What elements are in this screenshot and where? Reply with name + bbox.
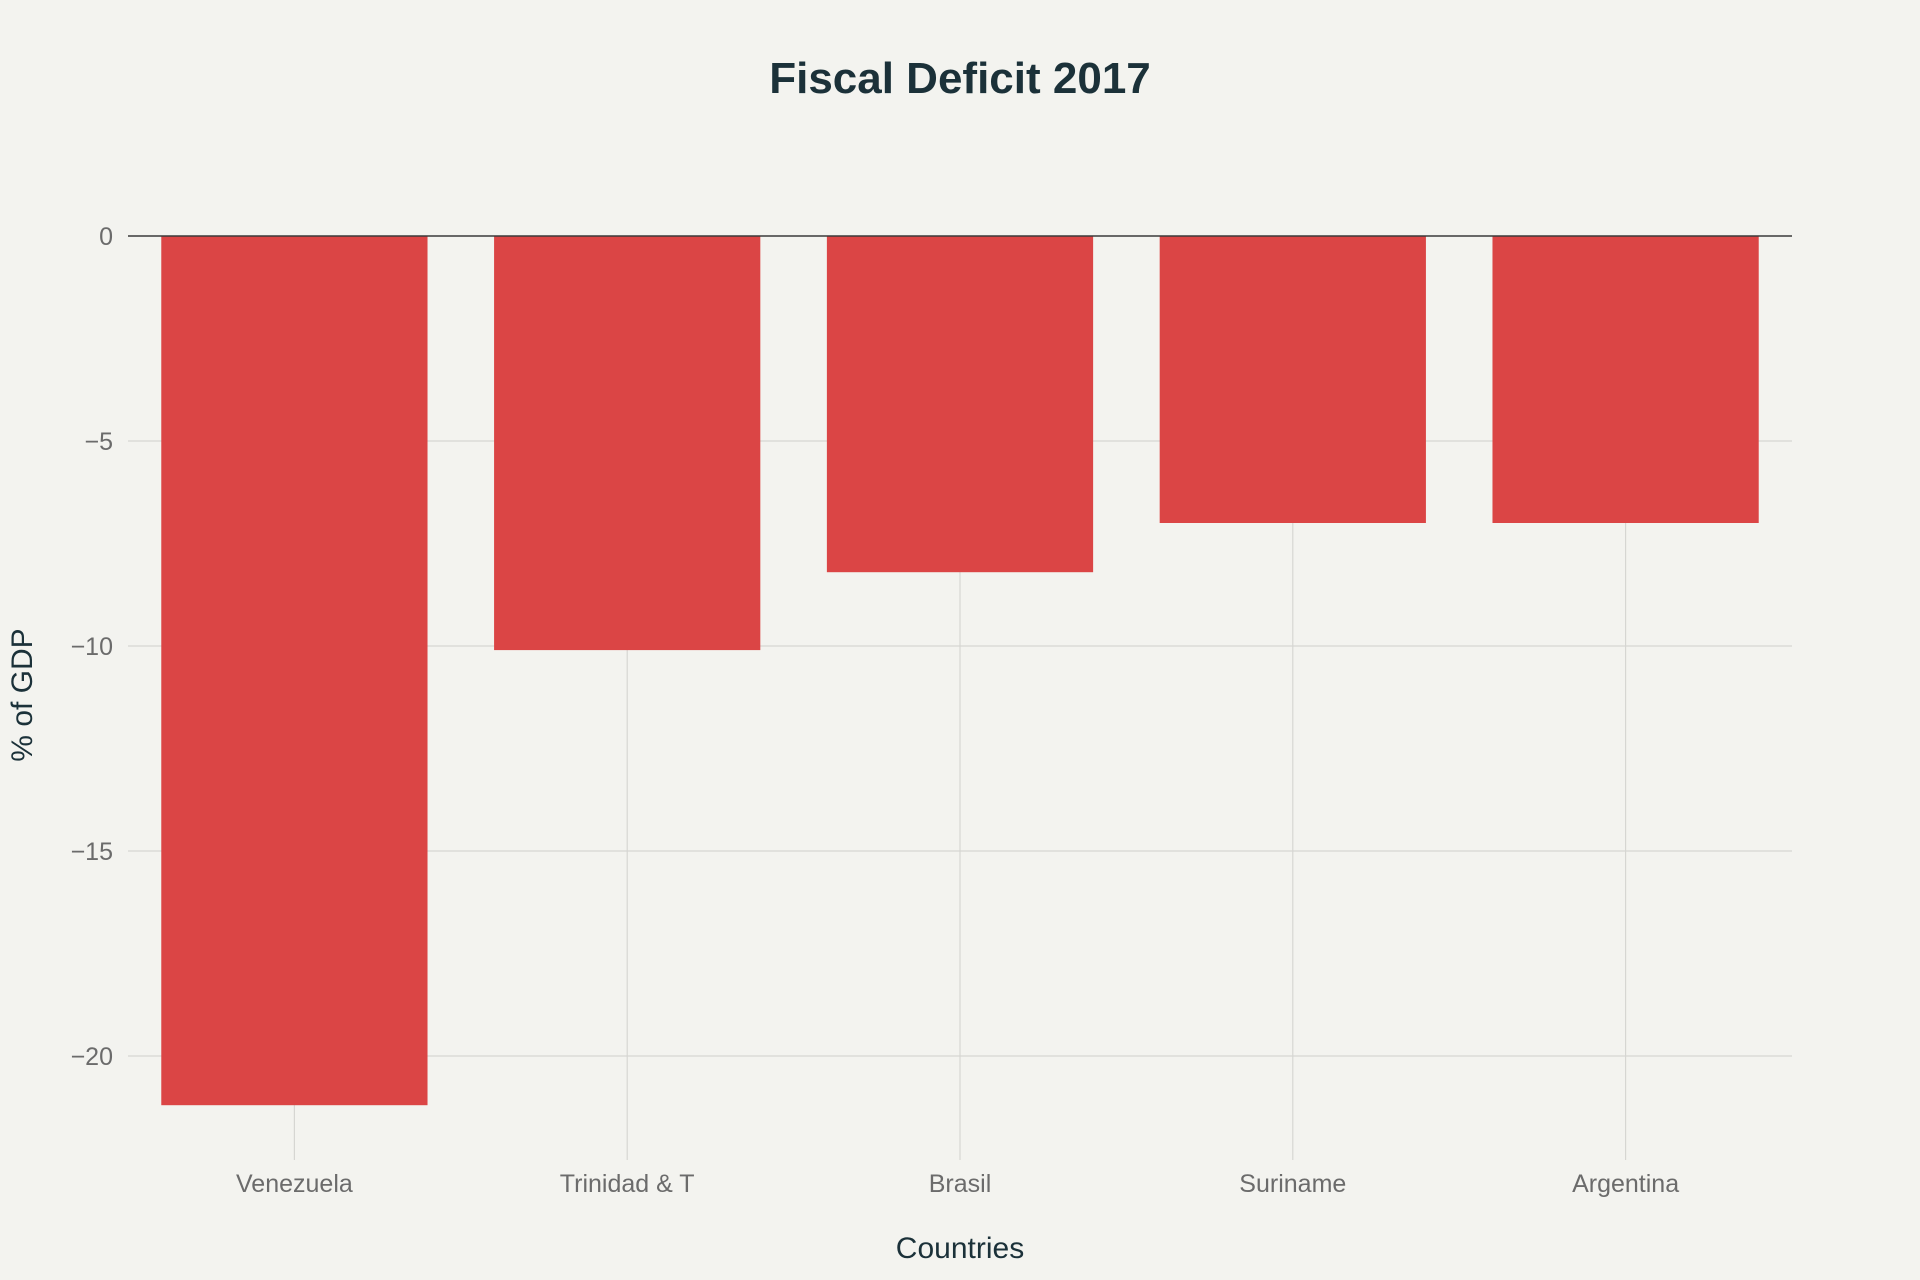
y-tick-label: −20 bbox=[71, 1043, 113, 1071]
x-tick-label: Brasil bbox=[929, 1170, 992, 1198]
x-axis-ticks: Venezuela Trinidad & T Brasil Suriname Argen… bbox=[236, 1170, 1679, 1198]
bar-venezuela bbox=[161, 236, 428, 1106]
x-axis-title: Countries bbox=[896, 1232, 1024, 1265]
x-tick-label: Argentina bbox=[1572, 1170, 1679, 1198]
bar-argentina bbox=[1492, 236, 1759, 523]
y-axis-ticks: 0 −5 −10 −15 −20 bbox=[71, 223, 113, 1071]
y-tick-label: −15 bbox=[71, 838, 113, 866]
x-tick-label: Venezuela bbox=[236, 1170, 353, 1198]
x-tick-label: Suriname bbox=[1239, 1170, 1346, 1198]
x-tick-label: Trinidad & T bbox=[560, 1170, 695, 1198]
bar-trinidad-t bbox=[494, 236, 761, 651]
bars bbox=[161, 236, 1759, 1106]
chart-title: Fiscal Deficit 2017 bbox=[769, 54, 1151, 103]
y-axis-title: % of GDP bbox=[6, 628, 39, 761]
bar-brasil bbox=[826, 236, 1094, 573]
y-tick-label: −5 bbox=[84, 428, 113, 456]
y-tick-label: 0 bbox=[99, 223, 113, 251]
y-tick-label: −10 bbox=[71, 633, 113, 661]
bar-suriname bbox=[1159, 236, 1426, 523]
